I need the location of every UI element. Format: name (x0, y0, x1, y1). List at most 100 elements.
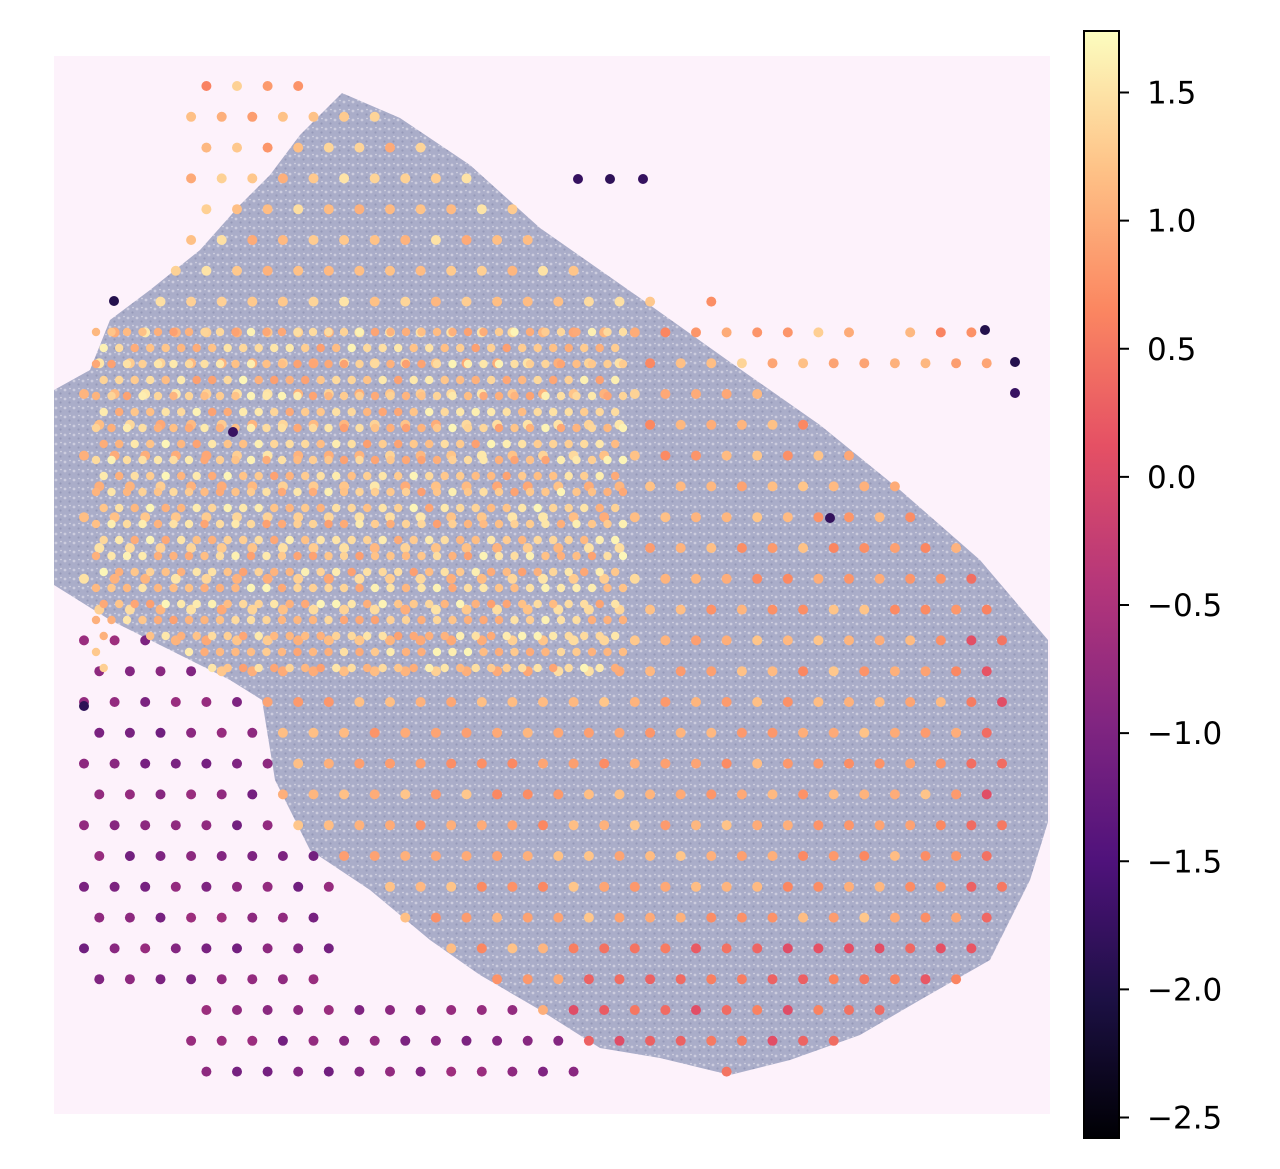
expression-spot (981, 912, 992, 923)
expression-spot (920, 974, 931, 985)
expression-spot (369, 173, 380, 184)
colorbar-tick-label: −1.5 (1147, 844, 1222, 880)
expression-spot (479, 327, 488, 337)
expression-spot (844, 820, 854, 831)
expression-spot (767, 358, 778, 369)
expression-spot (525, 583, 535, 593)
expression-spot (262, 647, 271, 657)
expression-spot (215, 519, 225, 529)
expression-spot (614, 727, 625, 738)
expression-spot (122, 615, 132, 625)
expression-spot (425, 375, 434, 385)
expression-spot (611, 343, 620, 353)
expression-spot (611, 407, 620, 417)
expression-spot (262, 265, 273, 276)
expression-spot (370, 359, 380, 369)
expression-spot (580, 503, 589, 513)
expression-spot (232, 265, 242, 276)
expression-spot (400, 789, 411, 800)
expression-spot (200, 615, 209, 625)
expression-spot (599, 758, 610, 769)
expression-spot (186, 111, 197, 122)
expression-spot (347, 343, 356, 353)
expression-spot (564, 535, 573, 545)
expression-spot (587, 359, 597, 369)
expression-spot (603, 551, 612, 561)
expression-spot (91, 455, 101, 465)
expression-spot (216, 789, 227, 800)
expression-spot (208, 407, 217, 417)
expression-spot (446, 943, 457, 954)
expression-spot (721, 327, 732, 338)
expression-spot (107, 519, 116, 529)
expression-spot (79, 512, 89, 523)
expression-spot (223, 343, 232, 353)
expression-spot (124, 851, 135, 861)
expression-spot (522, 789, 533, 800)
expression-spot (308, 583, 318, 593)
expression-spot (186, 235, 197, 245)
expression-spot (223, 631, 232, 641)
expression-spot (752, 1005, 763, 1015)
expression-spot (394, 535, 403, 545)
expression-spot (394, 599, 403, 609)
expression-spot (415, 1066, 426, 1077)
expression-spot (153, 583, 163, 593)
expression-spot (308, 423, 318, 433)
expression-spot (614, 543, 625, 553)
expression-spot (603, 647, 612, 657)
expression-spot (184, 391, 194, 401)
colorbar-tick-label: −1.0 (1147, 716, 1222, 752)
expression-spot (223, 503, 232, 513)
expression-spot (140, 697, 151, 707)
expression-spot (192, 503, 201, 513)
expression-spot (99, 439, 108, 449)
expression-spot (798, 543, 809, 553)
expression-spot (767, 1035, 778, 1046)
expression-spot (146, 343, 155, 353)
expression-spot (587, 391, 597, 401)
tissue-section (54, 93, 1048, 1075)
expression-spot (997, 697, 1007, 707)
expression-spot (471, 375, 480, 385)
expression-spot (262, 391, 271, 401)
expression-spot (378, 535, 387, 545)
expression-spot (91, 519, 101, 529)
expression-spot (603, 391, 612, 401)
expression-spot (580, 439, 589, 449)
expression-spot (339, 727, 350, 738)
expression-spot (507, 265, 518, 276)
expression-spot (270, 375, 279, 385)
expression-spot (618, 487, 628, 497)
expression-spot (568, 697, 579, 707)
expression-spot (247, 296, 258, 307)
expression-spot (599, 1005, 610, 1015)
expression-spot (522, 235, 533, 245)
expression-spot (813, 881, 824, 892)
expression-spot (736, 666, 747, 677)
expression-spot (262, 697, 273, 707)
expression-spot (370, 583, 380, 593)
expression-spot (525, 487, 535, 497)
expression-spot (767, 789, 778, 800)
expression-spot (232, 697, 242, 707)
expression-spot (232, 512, 242, 523)
expression-spot (828, 912, 839, 923)
expression-spot (323, 1005, 334, 1015)
expression-spot (107, 423, 116, 433)
expression-spot (448, 583, 457, 593)
expression-spot (510, 455, 519, 465)
expression-spot (184, 647, 194, 657)
expression-spot (316, 407, 325, 417)
expression-spot (525, 551, 535, 561)
expression-spot (400, 666, 411, 677)
expression-spot (479, 519, 488, 529)
expression-spot (813, 635, 824, 646)
expression-spot (401, 455, 411, 465)
expression-spot (510, 487, 519, 497)
expression-spot (767, 727, 778, 738)
expression-spot (492, 296, 503, 307)
expression-spot (568, 820, 579, 831)
expression-spot (324, 583, 333, 593)
expression-spot (645, 789, 656, 800)
